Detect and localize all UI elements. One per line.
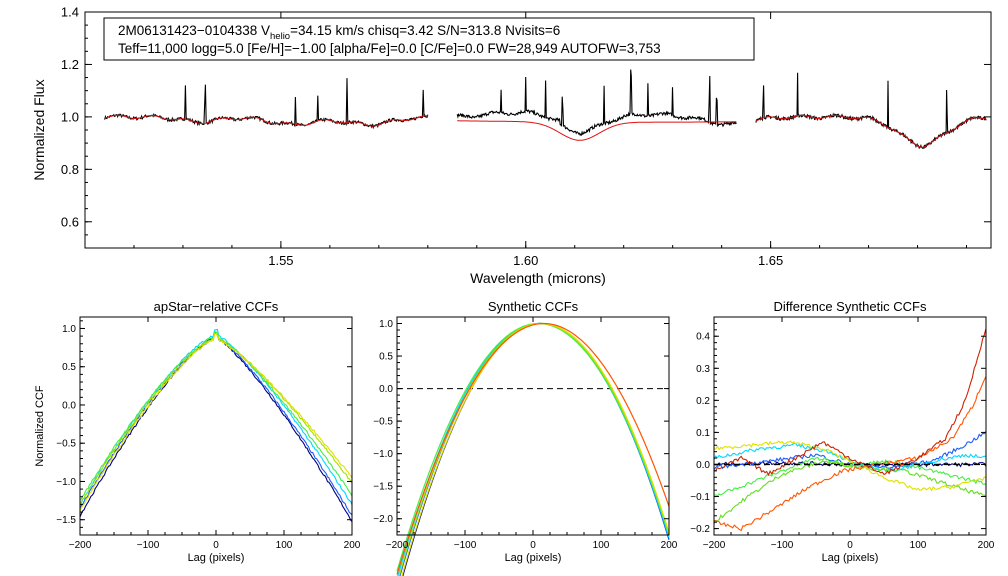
difference-ccf-xtick-label: 200 bbox=[978, 540, 995, 551]
spectrum-observed-line bbox=[104, 78, 429, 130]
difference-ccf-xtick-label: −100 bbox=[771, 540, 794, 551]
synthetic-ccf-line-s7 bbox=[396, 322, 670, 575]
difference-ccf-xtick-label: 100 bbox=[910, 540, 927, 551]
apstar-ccf-line-s4 bbox=[79, 331, 353, 501]
difference-ccf-line-d6 bbox=[713, 440, 987, 492]
spectrum-ylabel: Normalized Flux bbox=[31, 79, 47, 180]
synthetic-ccf-ytick-label: −0.5 bbox=[373, 417, 393, 428]
difference-ccf-line-d8 bbox=[713, 328, 987, 477]
synthetic-ccf-ytick-label: 1.0 bbox=[379, 319, 393, 330]
difference-ccf-panel: −200 −100 0 100 200 0.4 0.3 0.2 0.1 0.0 −0.1 −0.2 D… bbox=[690, 299, 995, 564]
apstar-ccf-ticks: −200 −100 0 100 200 1.0 0.5 0.0 −0.5 −1.0 −1.5 bbox=[56, 317, 361, 551]
difference-ccf-ytick-label: −0.1 bbox=[690, 492, 710, 503]
difference-ccf-line-d5 bbox=[713, 460, 987, 525]
apstar-ccf-line-s6 bbox=[79, 332, 353, 512]
difference-ccf-line-d3 bbox=[713, 442, 987, 473]
apstar-ccf-xtick-label: 0 bbox=[213, 540, 219, 551]
difference-ccf-ytick-label: 0.0 bbox=[696, 460, 710, 471]
spectrum-info-line1: 2M06131423−0104338 Vhelio=34.15 km/s chi… bbox=[118, 23, 560, 42]
difference-ccf-xtick-label: −200 bbox=[703, 540, 726, 551]
difference-ccf-ytick-label: 0.4 bbox=[696, 332, 710, 343]
spectrum-ytick-label: 0.6 bbox=[61, 214, 79, 229]
difference-ccf-line-d4 bbox=[713, 456, 987, 497]
apstar-ccf-ytick-label: 0.5 bbox=[62, 362, 76, 373]
apstar-ccf-xlabel: Lag (pixels) bbox=[188, 552, 245, 564]
synthetic-ccf-ytick-label: −1.5 bbox=[373, 482, 393, 493]
apstar-ccf-series-group bbox=[79, 328, 353, 523]
synthetic-ccf-ticks: −200 −100 0 100 200 1.0 0.5 0.0 −0.5 −1.0 −1.5 −2.0 bbox=[373, 317, 678, 551]
synthetic-ccf-xlabel: Lag (pixels) bbox=[505, 552, 562, 564]
apstar-ccf-line-s1 bbox=[79, 332, 353, 523]
apstar-ccf-xtick-label: −200 bbox=[69, 540, 92, 551]
difference-ccf-series-group bbox=[713, 328, 987, 532]
spectrum-model-line bbox=[457, 120, 737, 141]
spectrum-panel: 1.55 1.60 1.65 0.6 0.8 1.0 1.2 1.4 2M06131423−0… bbox=[31, 5, 992, 286]
difference-ccf-ytick-label: 0.3 bbox=[696, 364, 710, 375]
apstar-ccf-ytick-label: 0.0 bbox=[62, 400, 76, 411]
difference-ccf-ytick-label: 0.2 bbox=[696, 396, 710, 407]
spectrum-xlabel: Wavelength (microns) bbox=[470, 270, 606, 286]
difference-ccf-axes-frame bbox=[713, 316, 987, 536]
difference-ccf-ytick-label: 0.1 bbox=[696, 428, 710, 439]
spectrum-ytick-label: 1.2 bbox=[61, 57, 79, 72]
synthetic-ccf-panel: −200 −100 0 100 200 1.0 0.5 0.0 −0.5 −1.0 −1.5 −2.0… bbox=[373, 299, 678, 576]
apstar-ccf-title: apStar−relative CCFs bbox=[154, 299, 279, 314]
apstar-ccf-panel: −200 −100 0 100 200 1.0 0.5 0.0 −0.5 −1.0 −1.5 apS… bbox=[34, 299, 361, 564]
synthetic-ccf-xtick-label: 0 bbox=[530, 540, 536, 551]
synthetic-ccf-series-group bbox=[396, 322, 670, 576]
difference-ccf-title: Difference Synthetic CCFs bbox=[774, 299, 927, 314]
apstar-ccf-ylabel: Normalized CCF bbox=[34, 385, 46, 467]
apstar-ccf-line-s5 bbox=[79, 331, 353, 504]
spectrum-xtick-label: 1.65 bbox=[758, 253, 783, 268]
difference-ccf-xlabel: Lag (pixels) bbox=[822, 552, 879, 564]
synthetic-ccf-xtick-label: −200 bbox=[386, 540, 409, 551]
spectrum-info-line2: Teff=11,000 logg=5.0 [Fe/H]=−1.00 [alpha… bbox=[118, 41, 661, 56]
apstar-ccf-ytick-label: −1.5 bbox=[56, 515, 76, 526]
apstar-ccf-line-s2 bbox=[79, 330, 353, 516]
synthetic-ccf-ytick-label: −1.0 bbox=[373, 449, 393, 460]
apstar-ccf-ytick-label: −1.0 bbox=[56, 477, 76, 488]
difference-ccf-ticks: −200 −100 0 100 200 0.4 0.3 0.2 0.1 0.0 −0.1 −0.2 bbox=[690, 317, 995, 551]
spectrum-ytick-label: 0.8 bbox=[61, 162, 79, 177]
spectrum-observed-line bbox=[755, 72, 987, 150]
synthetic-ccf-xtick-label: −100 bbox=[454, 540, 477, 551]
synthetic-ccf-title: Synthetic CCFs bbox=[488, 299, 579, 314]
apstar-ccf-xtick-label: 100 bbox=[276, 540, 293, 551]
difference-ccf-line-d7 bbox=[714, 376, 987, 532]
apstar-ccf-xtick-label: −100 bbox=[137, 540, 160, 551]
spectrum-xtick-label: 1.60 bbox=[513, 253, 538, 268]
apstar-ccf-xtick-label: 200 bbox=[344, 540, 361, 551]
spectrum-observed-line bbox=[456, 69, 737, 137]
spectrum-model-line bbox=[755, 114, 987, 148]
spectrum-series-group bbox=[104, 69, 987, 150]
synthetic-ccf-xtick-label: 100 bbox=[593, 540, 610, 551]
spectrum-info-box bbox=[103, 17, 755, 61]
apstar-ccf-line-s3 bbox=[79, 328, 353, 506]
spectrum-ytick-label: 1.4 bbox=[61, 5, 79, 20]
spectrum-model-line bbox=[104, 114, 428, 127]
apstar-ccf-ytick-label: 1.0 bbox=[62, 324, 76, 335]
synthetic-ccf-xtick-label: 200 bbox=[661, 540, 678, 551]
synthetic-ccf-ytick-label: −2.0 bbox=[373, 514, 393, 525]
spectrum-ytick-label: 1.0 bbox=[61, 109, 79, 124]
spectrum-ticks: 1.55 1.60 1.65 0.6 0.8 1.0 1.2 1.4 bbox=[61, 5, 991, 268]
difference-ccf-ytick-label: −0.2 bbox=[690, 524, 710, 535]
apstar-ccf-ytick-label: −0.5 bbox=[56, 439, 76, 450]
apstar-ccf-axes-frame bbox=[79, 316, 353, 536]
spectrum-xtick-label: 1.55 bbox=[268, 253, 293, 268]
synthetic-ccf-ytick-label: 0.0 bbox=[379, 384, 393, 395]
difference-ccf-xtick-label: 0 bbox=[847, 540, 853, 551]
synthetic-ccf-ytick-label: 0.5 bbox=[379, 352, 393, 363]
